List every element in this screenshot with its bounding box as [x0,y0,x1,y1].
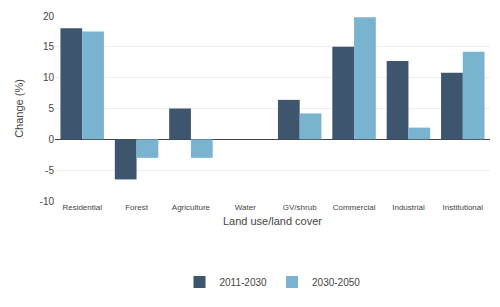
svg-text:20: 20 [43,11,55,22]
svg-text:0: 0 [48,134,54,145]
svg-text:2011-2030: 2011-2030 [220,277,268,288]
svg-text:5: 5 [48,103,54,114]
svg-text:15: 15 [43,41,55,52]
svg-text:Land use/land cover: Land use/land cover [223,215,322,227]
svg-text:Commercial: Commercial [333,203,376,212]
svg-text:Industrial: Industrial [392,203,425,212]
svg-text:Agriculture: Agriculture [172,203,211,212]
svg-text:Water: Water [235,203,256,212]
svg-text:Institutional: Institutional [443,203,484,212]
svg-text:-5: -5 [45,165,54,176]
svg-text:Change (%): Change (%) [13,79,25,138]
svg-text:GV/shrub: GV/shrub [283,203,317,212]
svg-text:Residential: Residential [62,203,102,212]
svg-text:10: 10 [43,72,55,83]
svg-text:-10: -10 [40,196,55,207]
svg-text:2030-2050: 2030-2050 [312,277,360,288]
svg-text:Forest: Forest [125,203,148,212]
